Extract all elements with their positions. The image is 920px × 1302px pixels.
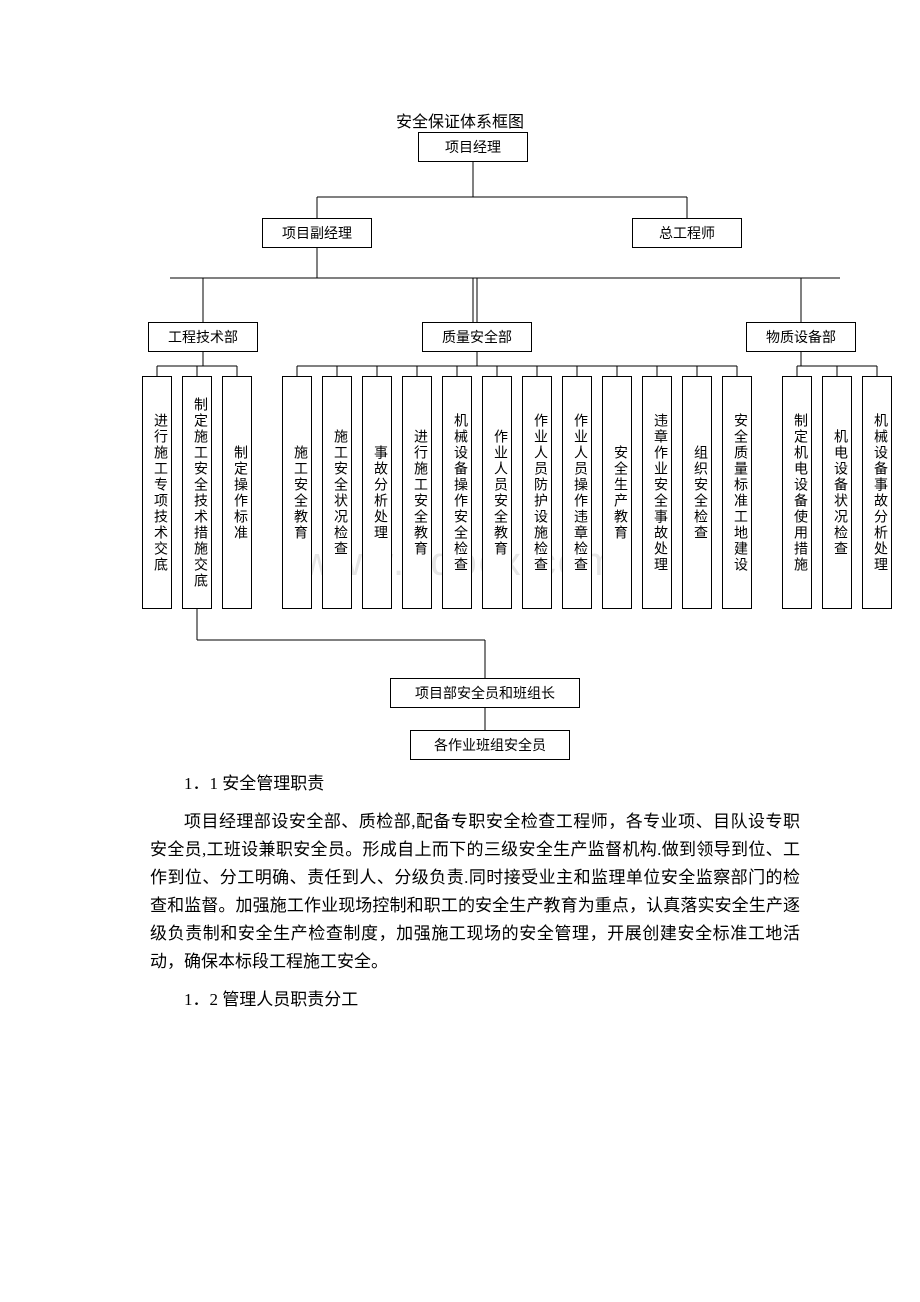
leaf-9: 作业人员防护设施检查 — [522, 376, 552, 609]
leaf-5: 事故分析处理 — [362, 376, 392, 609]
leaf-0: 进行施工专项技术交底 — [142, 376, 172, 609]
leaf-11: 安全生产教育 — [602, 376, 632, 609]
leaf-6: 进行施工安全教育 — [402, 376, 432, 609]
leaf-2: 制定操作标准 — [222, 376, 252, 609]
body-text: 1．1 安全管理职责 项目经理部设安全部、质检部,配备专职安全检查工程师，各专业… — [0, 740, 920, 1084]
leaf-15: 制定机电设备使用措施 — [782, 376, 812, 609]
node-chief: 总工程师 — [632, 218, 742, 248]
node-dept2: 质量安全部 — [422, 322, 532, 352]
leaf-13: 组织安全检查 — [682, 376, 712, 609]
leaf-14: 安全质量标准工地建设 — [722, 376, 752, 609]
leaf-12: 违章作业安全事故处理 — [642, 376, 672, 609]
leaf-16: 机电设备状况检查 — [822, 376, 852, 609]
node-dept3: 物质设备部 — [746, 322, 856, 352]
node-safety: 项目部安全员和班组长 — [390, 678, 580, 708]
section-1-1-paragraph: 项目经理部设安全部、质检部,配备专职安全检查工程师，各专业项、目队设专职安全员,… — [150, 808, 800, 976]
section-1-2-heading: 1．2 管理人员职责分工 — [150, 986, 800, 1014]
node-deputy: 项目副经理 — [262, 218, 372, 248]
node-team: 各作业班组安全员 — [410, 730, 570, 760]
leaf-7: 机械设备操作安全检查 — [442, 376, 472, 609]
leaf-3: 施工安全教育 — [282, 376, 312, 609]
connector-lines — [0, 0, 920, 740]
node-dept1: 工程技术部 — [148, 322, 258, 352]
leaf-1: 制定施工安全技术措施交底 — [182, 376, 212, 609]
leaf-8: 作业人员安全教育 — [482, 376, 512, 609]
section-1-1-heading: 1．1 安全管理职责 — [150, 770, 800, 798]
leaf-4: 施工安全状况检查 — [322, 376, 352, 609]
leaf-17: 机械设备事故分析处理 — [862, 376, 892, 609]
leaf-10: 作业人员操作违章检查 — [562, 376, 592, 609]
node-root: 项目经理 — [418, 132, 528, 162]
org-chart: www.bdocx.com 安全保证体系框图 项目经理项目副经理总工程师工程技术… — [0, 0, 920, 740]
